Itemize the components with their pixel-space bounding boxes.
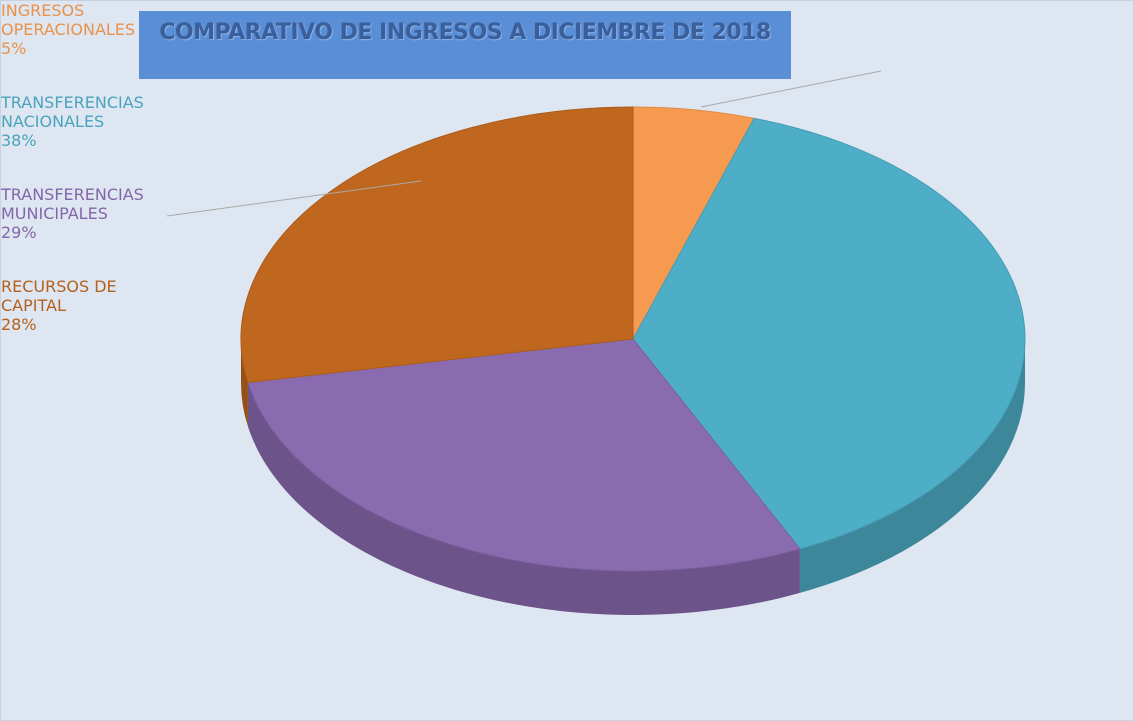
label-value: 5% bbox=[1, 39, 27, 58]
label-name: TRANSFERENCIAS MUNICIPALES bbox=[1, 185, 144, 223]
leader-line bbox=[700, 70, 882, 108]
chart-title: COMPARATIVO DE INGRESOS A DICIEMBRE DE 2… bbox=[139, 11, 791, 79]
data-label: RECURSOS DE CAPITAL 28% bbox=[1, 277, 161, 369]
pie-side bbox=[247, 382, 800, 615]
label-name: INGRESOS OPERACIONALES bbox=[1, 1, 136, 39]
leader-line bbox=[166, 180, 422, 217]
label-name: TRANSFERENCIAS NACIONALES bbox=[1, 93, 144, 131]
pie-slice bbox=[240, 106, 634, 384]
label-value: 38% bbox=[1, 131, 37, 150]
label-value: 29% bbox=[1, 223, 37, 242]
data-label: TRANSFERENCIAS NACIONALES 38% bbox=[1, 93, 201, 185]
data-label: TRANSFERENCIAS MUNICIPALES 29% bbox=[1, 185, 203, 277]
label-name: RECURSOS DE CAPITAL bbox=[1, 277, 117, 315]
pie-slice bbox=[632, 117, 1026, 550]
data-label: INGRESOS OPERACIONALES 5% bbox=[1, 1, 197, 93]
pie-slice bbox=[247, 338, 801, 572]
label-value: 28% bbox=[1, 315, 37, 334]
pie-side bbox=[799, 339, 1025, 593]
